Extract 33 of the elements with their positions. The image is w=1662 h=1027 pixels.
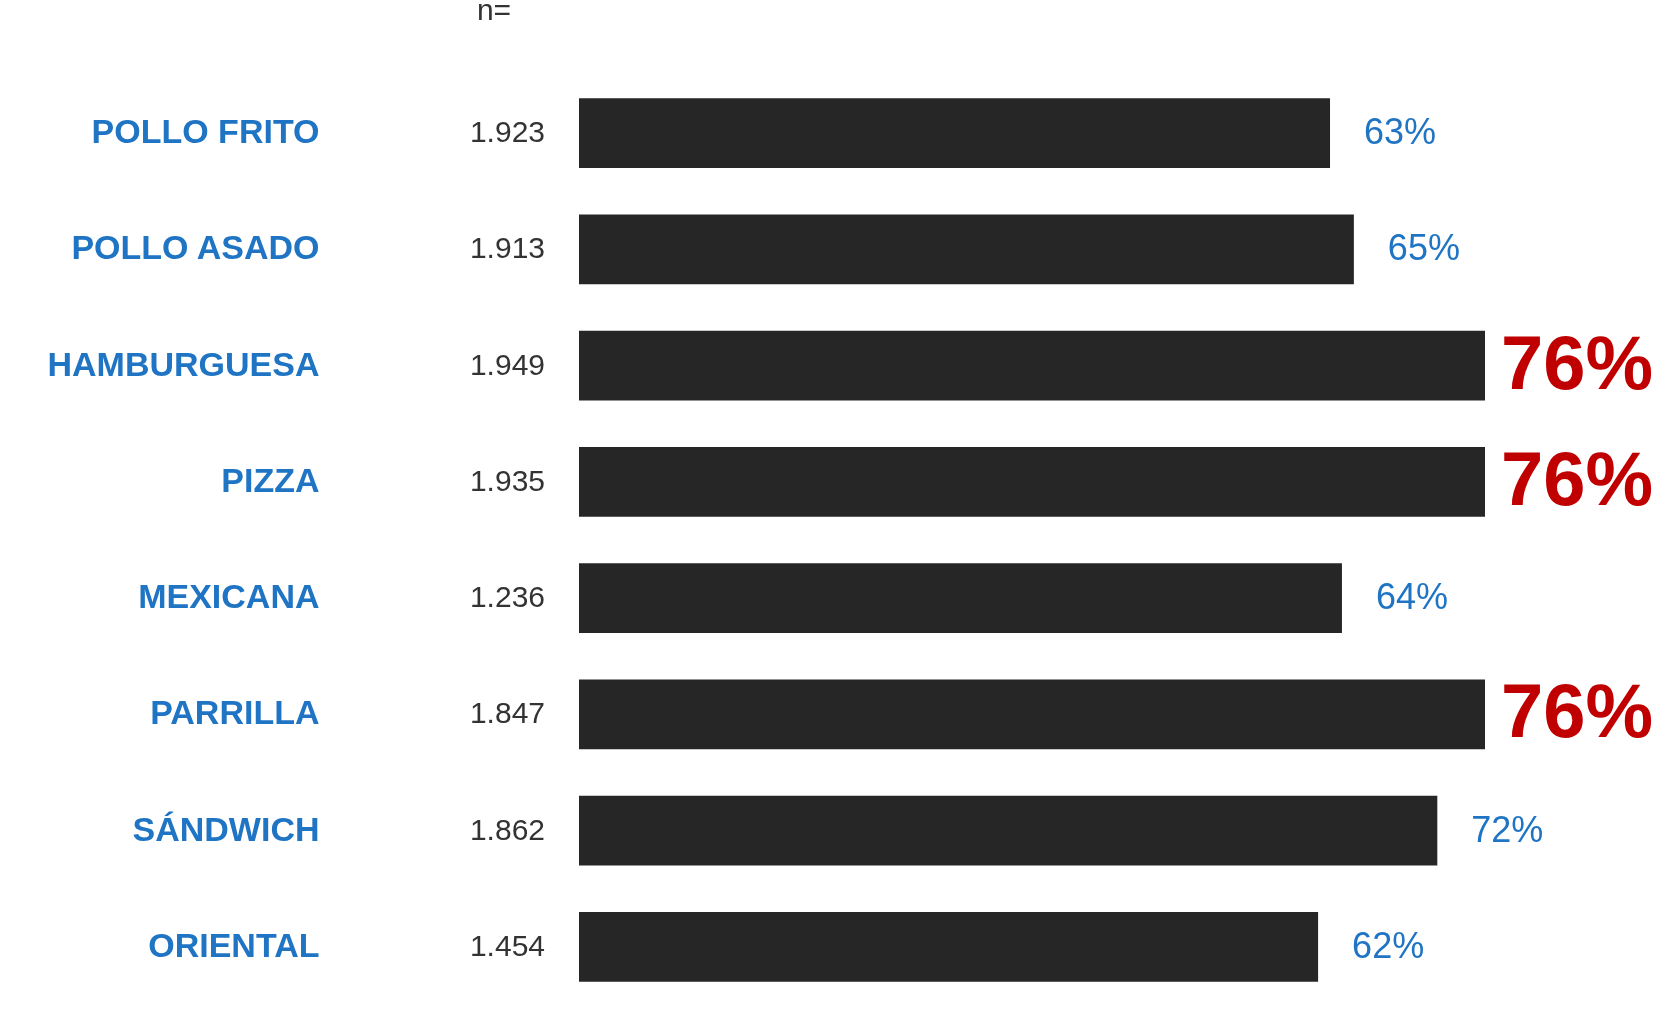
y-tick-label: SÁNDWICH (132, 809, 320, 848)
bar (579, 563, 1342, 633)
bar (579, 98, 1331, 168)
text: n= (476, 0, 512, 26)
bar (579, 679, 1485, 750)
y-tick-label: MEXICANA (138, 577, 320, 616)
data-label: 76% (1501, 435, 1654, 521)
text: 1.935 (469, 463, 545, 497)
data-label: 72% (1471, 808, 1544, 850)
data-label: 63% (1364, 111, 1437, 153)
text: 1.913 (469, 231, 545, 265)
y-tick-label: POLLO FRITO (91, 112, 320, 151)
text: 1.862 (469, 812, 545, 846)
bar (579, 795, 1438, 866)
bar (579, 447, 1485, 517)
text: 1.923 (469, 115, 545, 149)
bar (579, 214, 1354, 285)
text: 1.847 (469, 696, 545, 730)
y-tick-label: PIZZA (221, 460, 320, 499)
text: 1.236 (469, 580, 545, 614)
text: 1.454 (469, 928, 545, 962)
y-tick-label: HAMBURGUESA (47, 344, 320, 383)
data-label: 62% (1352, 924, 1425, 966)
y-tick-label: POLLO ASADO (71, 228, 320, 267)
bar (579, 912, 1319, 982)
data-label: 64% (1375, 576, 1449, 618)
text: 1.949 (469, 347, 545, 381)
y-tick-label: ORIENTAL (148, 925, 320, 964)
data-label: 76% (1501, 319, 1654, 405)
y-tick-label: PARRILLA (150, 693, 320, 732)
data-label: 65% (1387, 227, 1460, 269)
bar (579, 330, 1485, 401)
data-label: 76% (1501, 668, 1654, 754)
